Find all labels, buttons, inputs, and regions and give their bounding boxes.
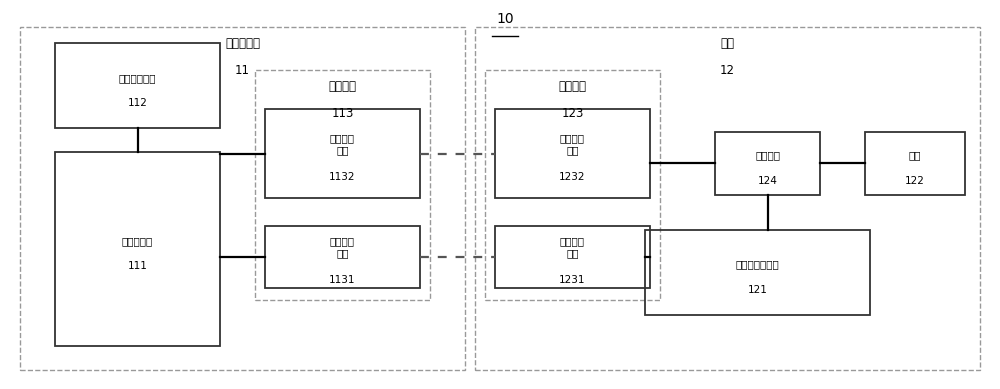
Text: 1132: 1132 [329, 172, 356, 182]
Text: 电池: 电池 [909, 151, 921, 161]
Text: 卡处理组件: 卡处理组件 [122, 236, 153, 246]
Text: 111: 111 [128, 261, 147, 272]
Bar [865, 132, 965, 194]
Bar [265, 109, 420, 198]
Bar [715, 132, 820, 194]
Text: 121: 121 [748, 285, 767, 295]
Text: 开关组件: 开关组件 [755, 151, 780, 161]
Text: 1131: 1131 [329, 275, 356, 285]
Text: 1231: 1231 [559, 275, 586, 285]
Bar [55, 43, 220, 128]
Text: 第电源处理组件: 第电源处理组件 [736, 259, 779, 270]
Text: 第一电源
触点: 第一电源 触点 [330, 133, 355, 155]
Text: 第二电源
触点: 第二电源 触点 [560, 133, 585, 155]
Bar [495, 109, 650, 198]
Text: 第二通信
触点: 第二通信 触点 [560, 236, 585, 258]
Bar [255, 70, 430, 300]
Text: 电源: 电源 [720, 37, 734, 50]
Text: 1232: 1232 [559, 172, 586, 182]
Text: 123: 123 [561, 107, 584, 120]
Text: 电子錢包卡: 电子錢包卡 [225, 37, 260, 50]
Bar [645, 230, 870, 315]
Text: 112: 112 [128, 98, 147, 108]
Bar [485, 70, 660, 300]
Text: 射频通信组件: 射频通信组件 [119, 73, 156, 83]
Text: 113: 113 [331, 107, 354, 120]
Text: 11: 11 [235, 64, 250, 77]
Text: 12: 12 [720, 64, 735, 77]
Bar [55, 152, 220, 346]
Text: 第二触点: 第二触点 [558, 80, 586, 93]
Text: 124: 124 [758, 176, 777, 186]
Text: 122: 122 [905, 176, 925, 186]
Text: 第一通信
触点: 第一通信 触点 [330, 236, 355, 258]
Bar [20, 27, 465, 370]
Bar [495, 226, 650, 288]
Bar [265, 226, 420, 288]
Bar [475, 27, 980, 370]
Text: 10: 10 [496, 12, 514, 26]
Text: 第一触点: 第一触点 [328, 80, 356, 93]
